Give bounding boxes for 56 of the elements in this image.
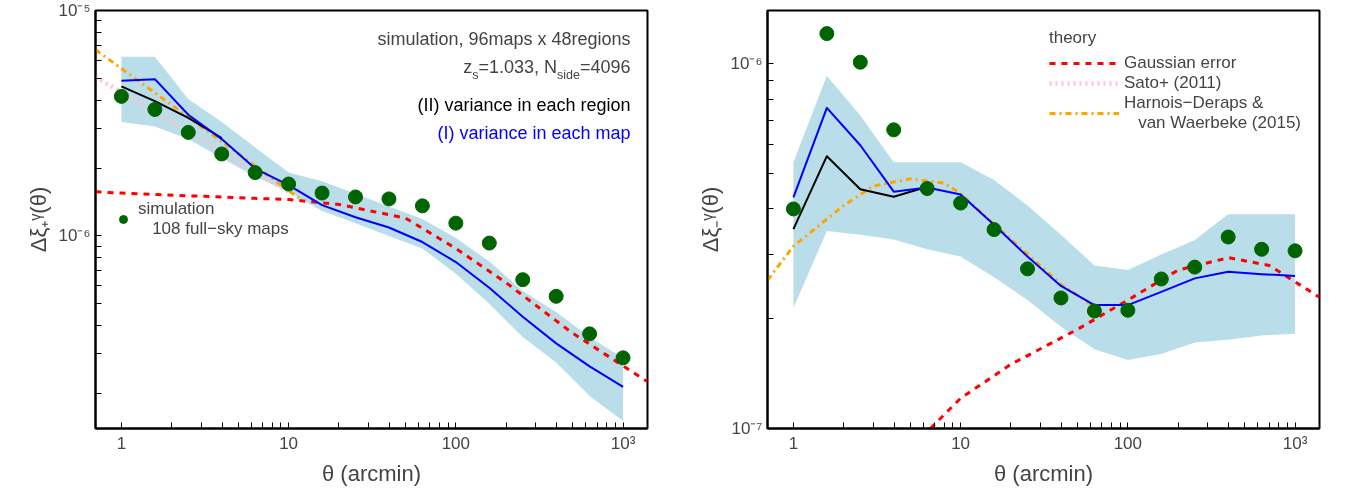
point: [448, 215, 464, 231]
point: [314, 185, 330, 201]
point: [953, 195, 969, 211]
point: [1053, 290, 1069, 306]
legend-title: theory: [1048, 28, 1098, 48]
y-axis-title: Δξ₊ᵞ(θ): [25, 186, 51, 253]
point: [819, 26, 835, 42]
point: [113, 88, 129, 104]
point: [1020, 261, 1036, 277]
point: [147, 101, 163, 117]
y-tick-label: 10⁻⁶: [58, 226, 91, 246]
point: [1187, 259, 1203, 275]
y-tick-label: 10⁻⁶: [730, 54, 763, 74]
text: (II) variance in each region: [417, 94, 631, 115]
point: [1220, 229, 1236, 245]
x-tick-label: 10³: [610, 433, 636, 453]
legend-label: Harnois−Deraps & van Waerbeke (2015): [1123, 93, 1301, 133]
point: [381, 191, 397, 207]
point: [281, 176, 297, 192]
point: [1153, 271, 1169, 287]
text: (I) variance in each map: [437, 122, 631, 143]
x-tick-label: 100: [441, 433, 471, 453]
point: [1254, 241, 1270, 257]
point: [852, 54, 868, 70]
x-tick-label: 10³: [1282, 433, 1308, 453]
point: [548, 288, 564, 304]
legend-label: Sato+ (2011): [1123, 73, 1222, 93]
x-tick-label: 10: [279, 433, 299, 453]
point: [481, 235, 497, 251]
x-tick-label: 100: [1113, 433, 1143, 453]
y-tick-label: 10⁻⁵: [58, 1, 91, 20]
legend-label: simulation 108 full−sky maps: [138, 199, 289, 239]
point: [180, 124, 196, 140]
x-tick-label: 1: [116, 433, 127, 453]
point: [582, 326, 598, 342]
point: [214, 146, 230, 162]
point: [986, 222, 1002, 238]
point: [414, 198, 430, 214]
point: [1120, 302, 1136, 318]
x-axis-title: θ (arcmin): [321, 460, 422, 486]
point: [615, 350, 631, 366]
point: [1086, 303, 1102, 319]
y-axis-title: Δξ₋ᵞ(θ): [697, 186, 723, 253]
point: [886, 122, 902, 138]
point: [919, 181, 935, 197]
point: [348, 189, 364, 205]
x-tick-label: 10: [951, 433, 971, 453]
y-tick-label: 10⁻⁷: [731, 419, 763, 438]
x-tick-label: 1: [788, 433, 799, 453]
point: [1287, 243, 1303, 259]
legend-label: Gaussian error: [1123, 53, 1237, 73]
x-axis-title: θ (arcmin): [993, 460, 1094, 486]
point: [785, 201, 801, 217]
point: [247, 165, 263, 181]
annotation: simulation, 96maps x 48regions: [377, 28, 631, 49]
point: [515, 272, 531, 288]
